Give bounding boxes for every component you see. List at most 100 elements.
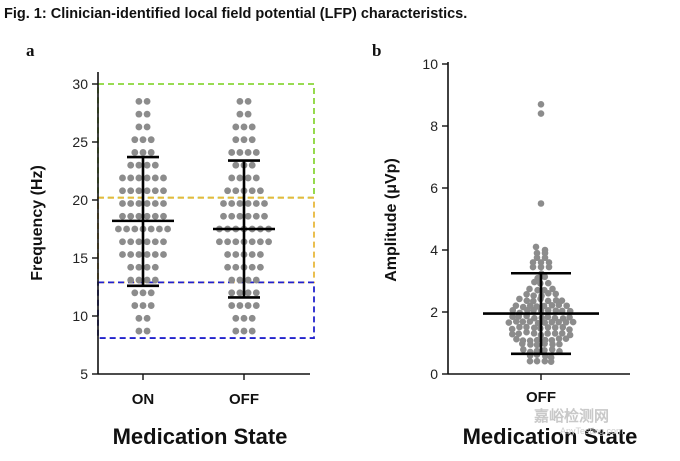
dot-point (228, 174, 236, 182)
dot-point (529, 263, 537, 271)
dot-point (248, 187, 256, 195)
dot-point (236, 276, 244, 284)
dot-point (139, 302, 147, 309)
panel-b-y-tick-label: 0 (430, 366, 438, 382)
dot-point (548, 346, 556, 353)
panel-a-y-tick-label: 20 (72, 192, 88, 208)
dot-point (147, 289, 155, 297)
panel-a-y-axis-title: Frequency (Hz) (29, 165, 46, 281)
dot-point (505, 319, 513, 326)
dot-point (131, 225, 139, 233)
dot-point (119, 212, 126, 220)
dot-point (151, 161, 159, 169)
dot-point (127, 212, 135, 220)
dot-point (224, 263, 232, 271)
panel-a-x-tick-label: ON (132, 391, 155, 408)
dot-point (135, 174, 143, 182)
panel-a-y-ticks: 5 10 15 20 25 30 (72, 76, 98, 382)
dot-point (216, 238, 223, 246)
dot-point (228, 302, 236, 309)
dot-point (135, 276, 143, 284)
dot-point (244, 212, 252, 220)
dot-point (252, 200, 260, 207)
dot-point (515, 330, 523, 337)
dot-point (516, 295, 523, 303)
dot-point (143, 161, 151, 169)
dot-point (509, 313, 516, 320)
dot-point (544, 324, 552, 331)
panel-a-error-bars (112, 155, 275, 299)
dot-point (537, 263, 545, 271)
dot-point (156, 225, 163, 233)
dot-point (265, 238, 272, 246)
dot-point-outlier (532, 243, 540, 251)
dot-point (236, 98, 244, 105)
dot-point (236, 110, 244, 118)
dot-point (559, 323, 567, 331)
dot-point (224, 251, 232, 258)
dot-point (127, 161, 135, 169)
dot-point (512, 302, 520, 309)
dot-point (544, 279, 552, 287)
dot-point (566, 314, 573, 321)
dot-point (119, 174, 126, 182)
dot-point (257, 251, 264, 258)
dot-point (232, 161, 240, 169)
dot-point (544, 313, 552, 321)
dot-point (135, 98, 143, 105)
dot-point-outlier (537, 200, 545, 207)
panel-a-y-tick-label: 5 (80, 366, 88, 382)
dot-point (151, 251, 159, 258)
dot-point (513, 335, 520, 343)
panel-a-band-regions (97, 83, 315, 339)
dot-point (143, 314, 151, 322)
dot-point (164, 225, 172, 233)
dot-point (520, 346, 527, 353)
dot-point (119, 251, 126, 258)
dot-point (147, 225, 155, 233)
dot-point (533, 341, 541, 349)
dot-point (228, 212, 236, 220)
dot-point (533, 336, 541, 344)
dot-point-outlier (537, 110, 545, 117)
dot-point (151, 263, 159, 271)
panel-a-x-axis-title: Medication State (113, 424, 288, 449)
dot-point (540, 302, 548, 310)
panel-a-y-tick-label: 30 (72, 76, 88, 92)
dot-point (569, 318, 577, 326)
dot-point (232, 263, 240, 271)
dot-point (244, 110, 252, 118)
dot-point (147, 149, 155, 156)
dot-point (248, 314, 256, 322)
dot-point (119, 187, 126, 195)
dot-point (551, 330, 559, 337)
panel-b: b 0 2 4 6 8 10 OFF Amplitude (μVp) Medication… (372, 41, 637, 449)
dot-point (257, 238, 264, 246)
dot-point (160, 212, 167, 220)
dot-point (512, 318, 520, 325)
dot-point (143, 174, 151, 182)
panel-b-y-tick-label: 10 (422, 56, 438, 72)
dot-point (541, 286, 548, 294)
dot-point (224, 238, 232, 246)
dot-point (533, 254, 541, 262)
dot-point (139, 136, 147, 144)
dot-point (556, 340, 563, 348)
dot-point (236, 174, 244, 182)
dot-point (139, 149, 147, 156)
dot-point (160, 200, 167, 207)
panel-a-letter: a (26, 41, 35, 60)
dot-point (151, 238, 159, 246)
dot-point (135, 123, 143, 131)
dot-point (236, 212, 244, 220)
dot-point (529, 259, 537, 266)
dot-point (160, 251, 167, 258)
dot-point (548, 302, 556, 309)
dot-point (143, 263, 151, 271)
panel-b-x-axis-title: Medication State (463, 424, 638, 449)
dot-point (526, 357, 534, 365)
panel-b-x-ticks: OFF (526, 374, 556, 406)
panel-a-y-tick-label: 25 (72, 134, 88, 150)
dot-point (143, 212, 151, 220)
dot-point (135, 251, 143, 258)
